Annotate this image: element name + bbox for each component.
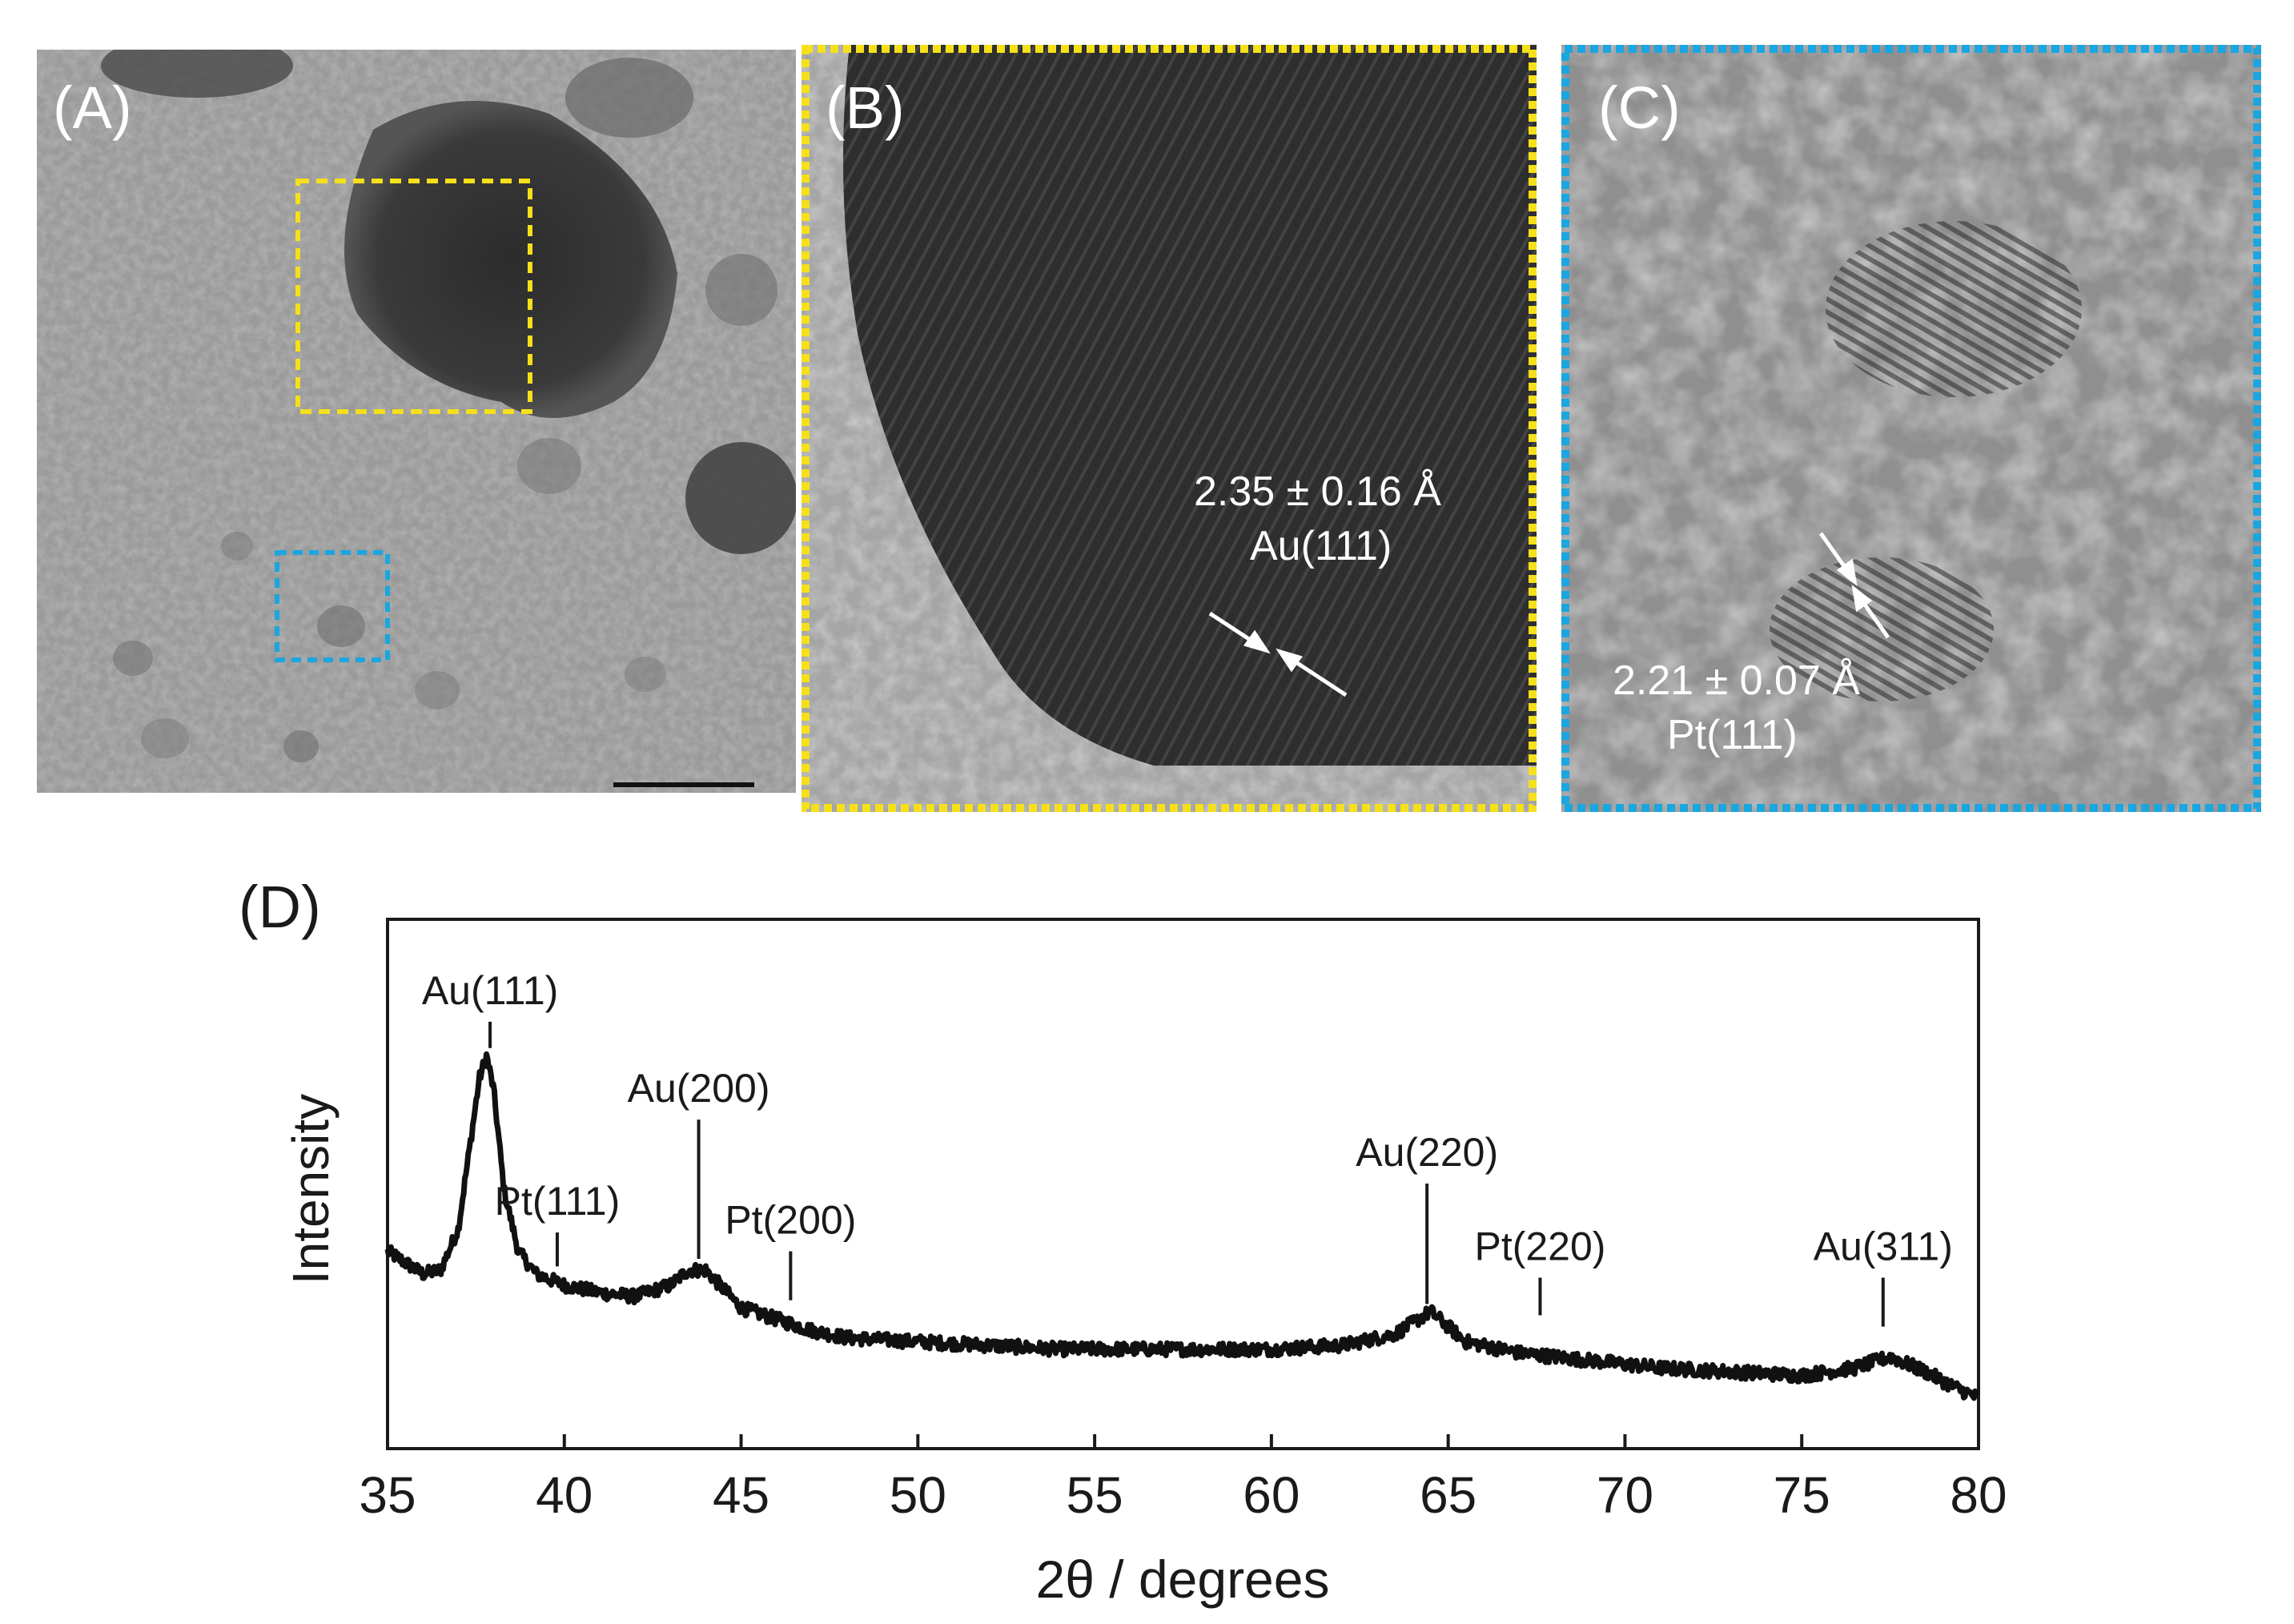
x-tick-label-60: 60 [1243,1466,1300,1524]
hrtem-pt-image [1561,45,2261,812]
panel-a-label: (A) [53,74,132,141]
x-tick-label-50: 50 [890,1466,946,1524]
x-tick-label-45: 45 [713,1466,769,1524]
pt-lattice-spacing: 2.21 ± 0.07 Å [1613,657,1860,704]
lattice-spacing-arrows [1208,611,1348,697]
pt-region-box [275,550,390,662]
au-lattice-plane: Au(111) [1250,523,1392,569]
x-axis-label: 2θ / degrees [1036,1550,1330,1609]
xrd-series-line [384,1051,1981,1401]
y-axis-label: Intensity [282,1094,339,1284]
plot-frame [386,918,1980,1450]
x-axis-ticks [386,1434,1980,1449]
peak-label-3: Pt(200) [725,1198,856,1243]
x-tick-label-70: 70 [1597,1466,1653,1524]
panel-b-hrtem-image: (B) 2.35 ± 0.16 Å Au(111) [801,45,1537,812]
panel-c-label: (C) [1598,74,1681,141]
tem-overview-image [37,50,796,793]
x-tick-label-55: 55 [1067,1466,1123,1524]
panel-c-hrtem-image: (C) 2.21 ± 0.07 Å Pt(111) [1561,45,2261,812]
au-region-box [295,179,532,414]
peak-label-6: Au(311) [1814,1224,1953,1269]
peak-label-1: Pt(111) [495,1179,621,1224]
peak-annotations: Au(111) Pt(111) Au(200) Pt(200) Au(220) Pt(22… [422,968,1953,1327]
peak-label-0: Au(111) [422,968,558,1013]
x-tick-label-75: 75 [1774,1466,1830,1524]
panel-a-tem-image: (A) [37,50,796,793]
x-tick-label-35: 35 [359,1466,416,1524]
pt-lattice-plane: Pt(111) [1667,712,1798,758]
au-lattice-spacing: 2.35 ± 0.16 Å [1194,468,1441,515]
x-tick-label-80: 80 [1950,1466,2007,1524]
panel-c-border [1561,45,2261,812]
x-tick-label-65: 65 [1420,1466,1476,1524]
peak-label-2: Au(200) [628,1066,770,1111]
pt-lattice-spacing-arrows [1818,532,1890,639]
peak-label-5: Pt(220) [1474,1224,1605,1269]
x-tick-label-40: 40 [536,1466,593,1524]
hrtem-au-image [801,45,1537,812]
x-axis-tick-labels: 35 40 45 50 55 60 65 70 75 80 [359,1466,2007,1524]
panel-b-label: (B) [826,74,905,141]
panel-d-label: (D) [239,874,321,940]
panel-b-border [801,45,1537,812]
peak-label-4: Au(220) [1356,1130,1498,1175]
